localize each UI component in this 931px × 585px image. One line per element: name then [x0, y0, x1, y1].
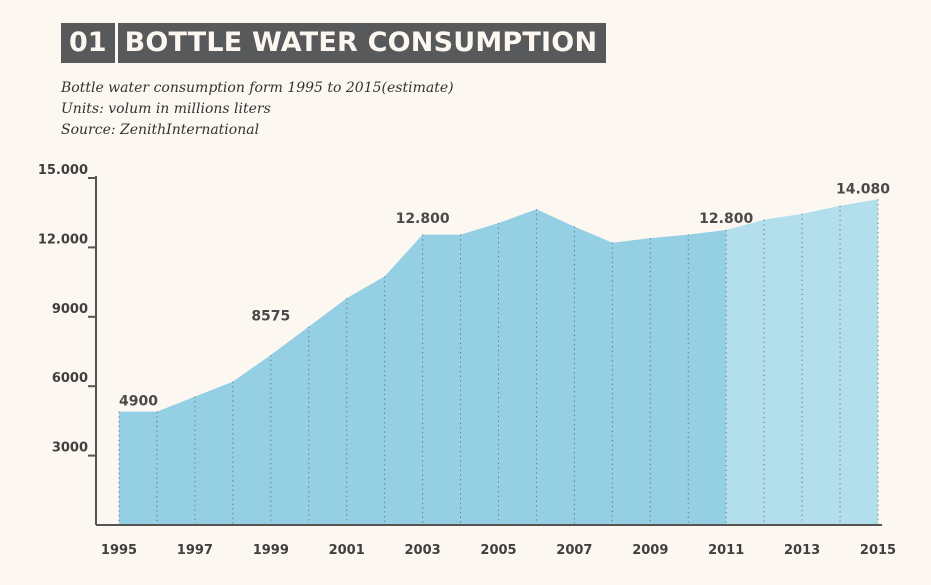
x-tick-label: 2005 [480, 543, 516, 558]
x-tick-label: 2013 [784, 543, 820, 558]
data-label: 14.080 [836, 181, 890, 197]
x-tick-label: 2003 [405, 543, 441, 558]
y-tick-label: 3000 [52, 441, 88, 456]
x-tick-label: 2007 [556, 543, 592, 558]
data-label: 12.800 [396, 211, 450, 227]
chart-title: BOTTLE WATER CONSUMPTION [124, 27, 598, 58]
chart-number: 01 [61, 23, 118, 63]
x-tick-label: 2009 [632, 543, 668, 558]
y-tick-label: 9000 [52, 302, 88, 317]
x-tick-label: 2011 [708, 543, 744, 558]
y-tick-label: 15.000 [38, 163, 88, 178]
subtitle-line-units: Units: volum in millions liters [61, 101, 271, 117]
subtitle-line-source: Source: ZenithInternational [61, 122, 260, 138]
x-tick-label: 1995 [101, 543, 137, 558]
y-tick-label: 6000 [52, 371, 88, 386]
x-tick-label: 1999 [253, 543, 289, 558]
y-tick-label: 12.000 [38, 232, 88, 247]
data-label: 8575 [251, 309, 290, 325]
subtitle-line-description: Bottle water consumption form 1995 to 20… [61, 80, 454, 96]
x-tick-label: 1997 [177, 543, 213, 558]
data-label: 4900 [119, 394, 158, 410]
chart-subtitle: Bottle water consumption form 1995 to 20… [61, 78, 454, 141]
x-tick-label: 2015 [860, 543, 896, 558]
x-tick-label: 2001 [329, 543, 365, 558]
data-label: 12.800 [699, 211, 753, 227]
area-estimate [726, 199, 878, 526]
chart-title-banner: 01 BOTTLE WATER CONSUMPTION [61, 23, 607, 63]
